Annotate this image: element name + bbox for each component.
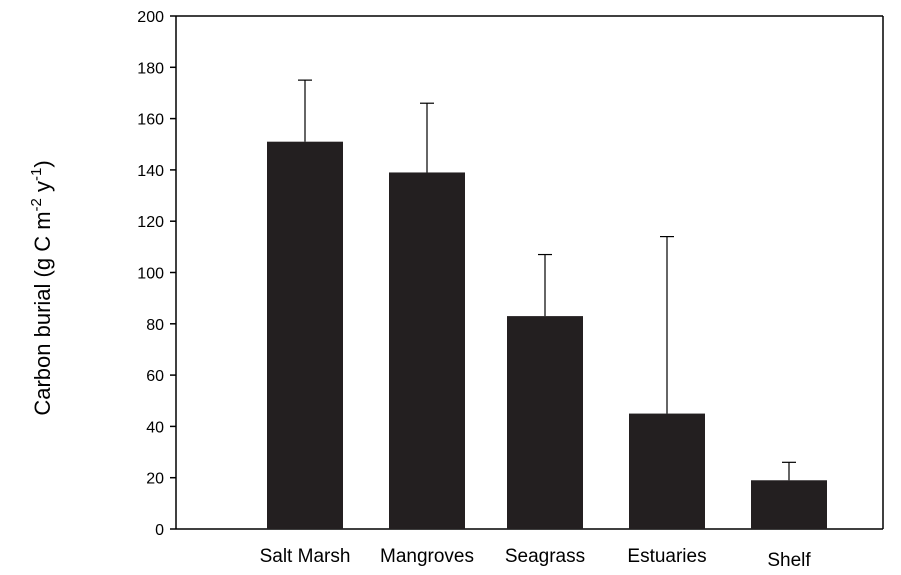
x-category-label: Salt Marsh <box>260 546 351 567</box>
y-axis-title-prefix: Carbon burial (g C m <box>30 211 55 415</box>
y-tick-label: 100 <box>137 266 164 283</box>
x-category-label: Mangroves <box>380 546 474 567</box>
bar <box>629 413 705 529</box>
y-tick-label: 20 <box>146 471 164 488</box>
bar <box>507 316 583 529</box>
y-axis-title-middle: y <box>30 181 55 198</box>
y-axis-title-sup2: -1 <box>28 168 45 181</box>
y-tick-label: 180 <box>137 60 164 77</box>
bar <box>389 172 465 529</box>
bars <box>267 141 827 529</box>
y-axis-title: Carbon burial (g C m-2 y-1) <box>28 160 55 415</box>
x-category-label: Seagrass <box>505 546 585 567</box>
bar <box>751 480 827 529</box>
y-tick-label: 0 <box>155 522 164 539</box>
y-axis-ticks: 0 20 40 60 80 100 120 140 160 180 200 <box>137 9 176 539</box>
y-axis-title-sup1: -2 <box>28 198 45 211</box>
x-category-label: Shelf <box>767 550 811 571</box>
x-axis-labels: Salt Marsh Mangroves Seagrass Estuaries Shel… <box>260 546 812 571</box>
error-bars <box>298 79 796 481</box>
x-category-label: Estuaries <box>627 546 706 567</box>
y-tick-label: 160 <box>137 112 164 129</box>
bar <box>267 141 343 529</box>
y-tick-label: 200 <box>137 9 164 26</box>
y-tick-label: 120 <box>137 214 164 231</box>
y-tick-label: 80 <box>146 317 164 334</box>
y-tick-label: 40 <box>146 419 164 436</box>
y-tick-label: 140 <box>137 163 164 180</box>
y-tick-label: 60 <box>146 368 164 385</box>
y-axis-title-suffix: ) <box>30 160 55 167</box>
